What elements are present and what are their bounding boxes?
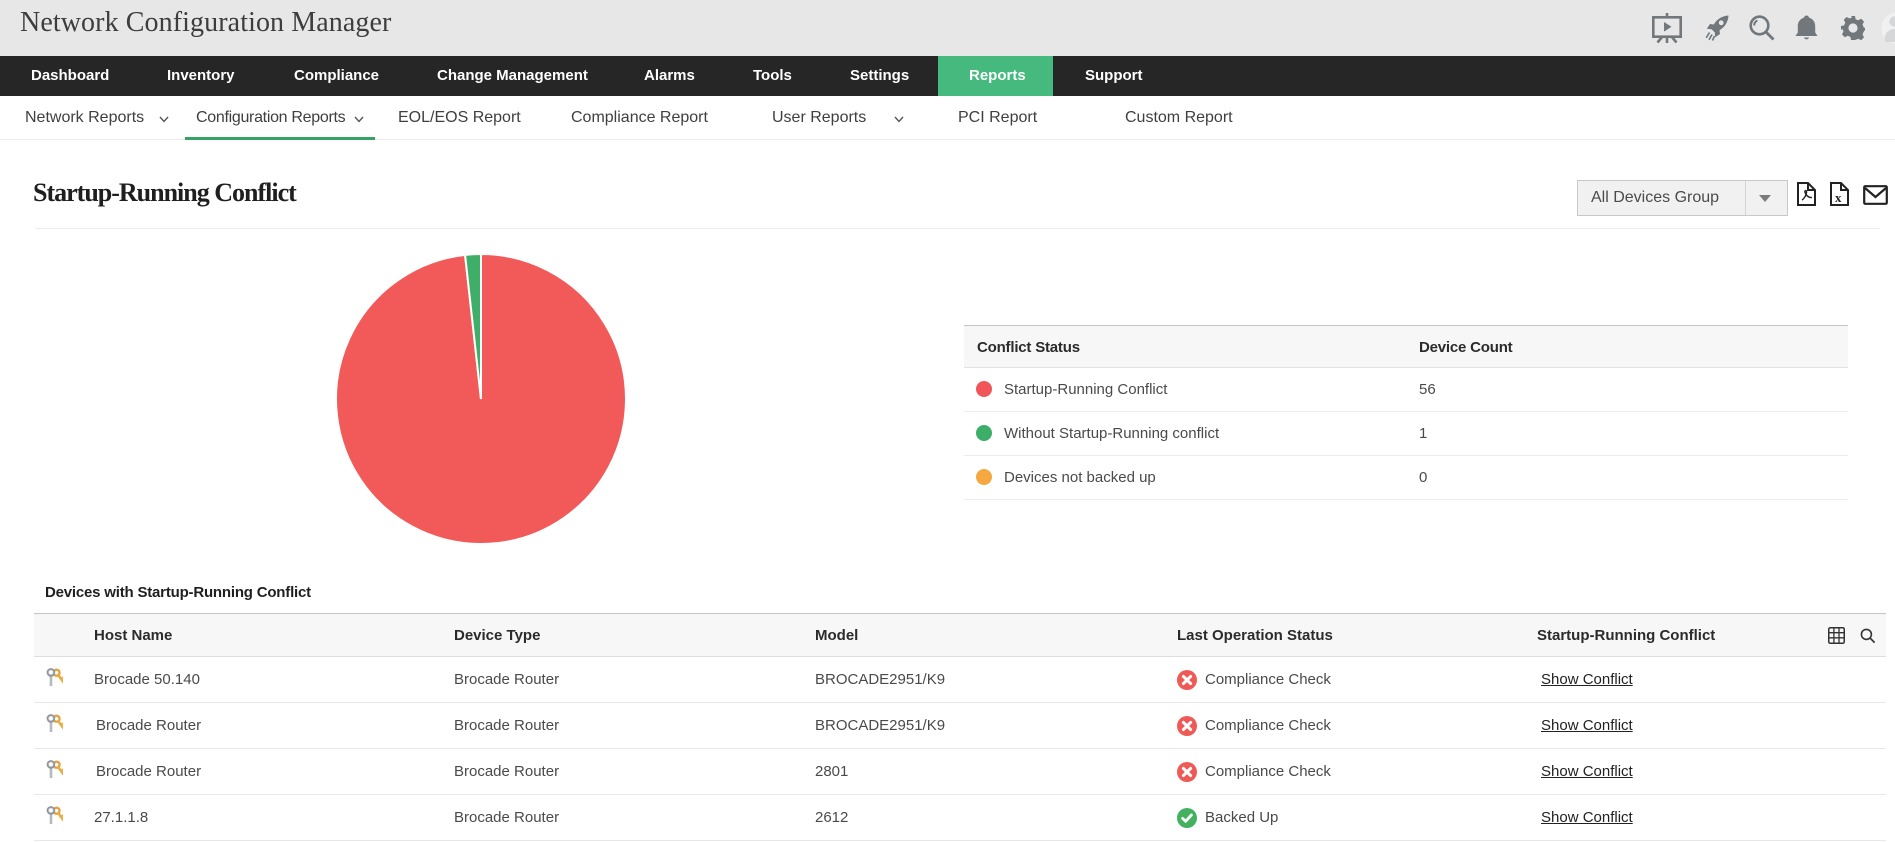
svg-text:x: x (1835, 190, 1842, 205)
